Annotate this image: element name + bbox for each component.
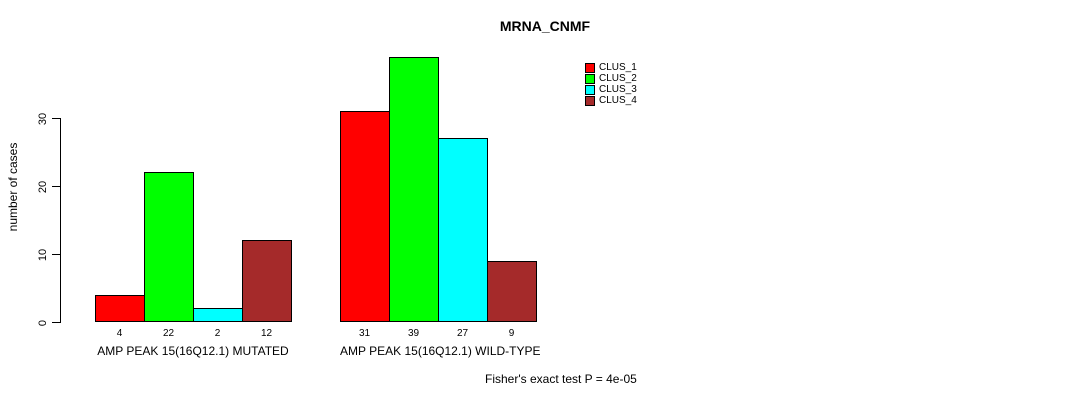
- y-axis: [60, 118, 61, 323]
- y-tick-label: 30: [37, 112, 49, 125]
- y-axis-label: number of cases: [6, 142, 20, 232]
- y-tick: [52, 322, 60, 323]
- bar: [389, 57, 439, 322]
- legend-label: CLUS_3: [599, 84, 637, 95]
- bar: [95, 295, 145, 322]
- bar-value-label: 39: [407, 328, 420, 339]
- legend-swatch: [585, 62, 595, 73]
- bar: [487, 261, 537, 322]
- bar-value-label: 12: [260, 328, 273, 339]
- legend-label: CLUS_4: [599, 95, 637, 106]
- bar-value-label: 9: [508, 328, 515, 339]
- legend-item: CLUS_3: [585, 84, 637, 95]
- bar: [193, 308, 243, 322]
- group-label: AMP PEAK 15(16Q12.1) MUTATED: [97, 344, 289, 358]
- bar: [340, 111, 390, 322]
- group-label: AMP PEAK 15(16Q12.1) WILD-TYPE: [340, 344, 541, 358]
- bar-value-label: 22: [162, 328, 175, 339]
- bar-value-label: 27: [456, 328, 469, 339]
- y-tick-label: 0: [37, 319, 49, 326]
- y-tick: [52, 254, 60, 255]
- legend-label: CLUS_1: [599, 62, 637, 73]
- legend-item: CLUS_4: [585, 95, 637, 106]
- bar: [438, 138, 488, 322]
- y-tick: [52, 118, 60, 119]
- bar-value-label: 31: [358, 328, 371, 339]
- bar: [144, 172, 194, 322]
- legend-swatch: [585, 84, 595, 95]
- y-tick-label: 10: [37, 248, 49, 261]
- y-tick: [52, 186, 60, 187]
- y-tick-label: 20: [37, 180, 49, 193]
- legend-swatch: [585, 73, 595, 84]
- footer-note: Fisher's exact test P = 4e-05: [485, 372, 637, 386]
- legend-swatch: [585, 95, 595, 106]
- bar: [242, 240, 292, 322]
- legend-item: CLUS_1: [585, 62, 637, 73]
- legend-label: CLUS_2: [599, 73, 637, 84]
- page-title: MRNA_CNMF: [499, 18, 591, 34]
- bar-value-label: 2: [214, 328, 221, 339]
- legend: CLUS_1 CLUS_2 CLUS_3 CLUS_4: [585, 62, 637, 106]
- legend-item: CLUS_2: [585, 73, 637, 84]
- bar-value-label: 4: [116, 328, 123, 339]
